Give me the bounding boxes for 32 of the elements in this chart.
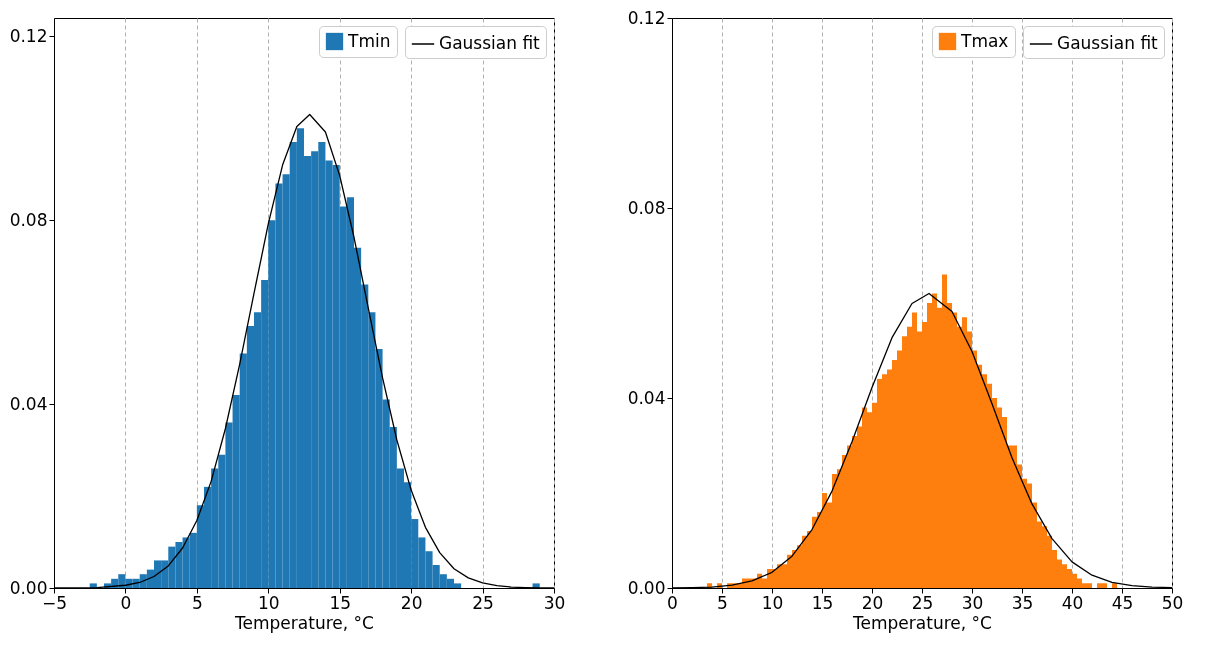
y-tick-label: 0.04 xyxy=(9,393,48,414)
y-tick-label: 0.08 xyxy=(627,197,666,218)
x-tick-label: 0 xyxy=(667,592,678,613)
x-axis-title: Temperature, °C xyxy=(852,612,992,633)
y-tick-label: 0.12 xyxy=(627,7,666,28)
legend-label: Gaussian fit xyxy=(439,33,541,53)
x-axis-title: Temperature, °C xyxy=(234,612,374,633)
x-tick-label: 45 xyxy=(1111,592,1134,613)
legend-label: Tmin xyxy=(347,30,391,51)
x-tick-label: 20 xyxy=(861,592,884,613)
y-tick-label: 0.12 xyxy=(9,25,48,46)
x-tick-label: 5 xyxy=(191,592,203,613)
x-tick-label: 10 xyxy=(761,592,784,613)
x-tick-label: 15 xyxy=(329,592,352,613)
x-tick-label: 15 xyxy=(811,592,834,613)
x-tick-label: 50 xyxy=(1161,592,1184,613)
x-tick-label: 25 xyxy=(472,592,494,613)
x-tick-label: 35 xyxy=(1011,592,1034,613)
x-tick-label: 10 xyxy=(257,592,280,613)
legend-label: Gaussian fit xyxy=(1057,33,1159,53)
x-tick-label: 0 xyxy=(120,592,132,613)
y-tick-label: 0.00 xyxy=(9,577,48,598)
x-tick-label: 5 xyxy=(717,592,728,613)
y-tick-label: 0.04 xyxy=(627,387,666,408)
y-tick-label: 0.08 xyxy=(9,209,48,230)
legend-label: Tmax xyxy=(960,30,1009,51)
x-tick-label: 20 xyxy=(400,592,423,613)
x-tick-label: 30 xyxy=(961,592,984,613)
x-tick-label: 25 xyxy=(911,592,934,613)
x-tick-label: 40 xyxy=(1061,592,1084,613)
x-tick-label: 30 xyxy=(543,592,566,613)
y-tick-label: 0.00 xyxy=(627,577,666,598)
